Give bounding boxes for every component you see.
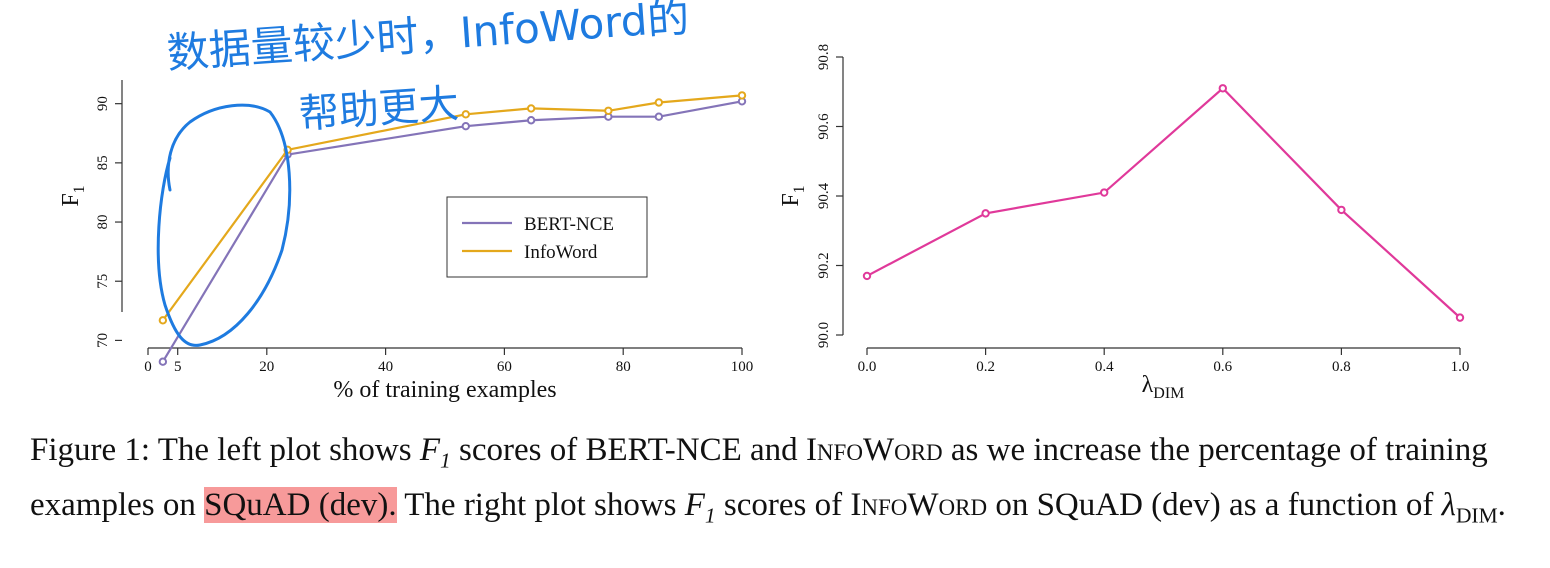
x-tick-label: 5 [174,359,182,375]
left-x-axis-label: % of training examples [333,377,556,403]
x-tick-label: 0.4 [1095,359,1114,375]
figure-caption: Figure 1: The left plot shows F1 scores … [30,428,1525,537]
caption-text: as we increase the percentage of trainin… [30,432,1488,523]
handwritten-annotation: 数据量较少时，InfoWord的 帮助更大 [156,0,691,347]
x-tick-label: 0.2 [976,359,995,375]
y-tick-label: 85 [95,155,111,170]
caption-text: on SQuAD (dev) as a function of [987,486,1442,523]
data-point [1218,84,1228,93]
annotation-text-line1: 数据量较少时，InfoWord的 [165,0,691,78]
y-tick-label: 90 [95,96,111,111]
right-y-axis-label: F1 [778,185,808,206]
caption-text: The right plot shows [396,486,685,523]
right-y-ticks: 90.0 90.2 90.4 90.6 90.8 [816,44,843,348]
data-point [1455,313,1465,322]
caption-math-f1: F1 [684,486,716,528]
x-tick-label: 40 [378,359,393,375]
caption-math-lambda: λDIM [1441,486,1498,528]
data-point [461,110,470,119]
data-point [654,112,664,121]
data-point [526,104,536,113]
x-tick-label: 100 [731,359,754,375]
caption-highlight: SQuAD (dev). [204,486,397,523]
left-y-axis-label: F1 [58,185,88,206]
svg-text:F1: F1 [778,185,808,206]
y-tick-label: 80 [95,215,111,230]
caption-text: scores of [715,486,851,523]
caption-text: . [1497,486,1506,523]
y-tick-label: 90.8 [816,44,832,70]
right-series [862,84,1465,322]
data-point [654,98,664,107]
y-tick-label: 75 [95,274,111,289]
data-point [158,316,168,325]
x-tick-label: 1.0 [1451,359,1470,375]
x-tick-label: 80 [616,359,631,375]
caption-math-f1: F1 [419,432,451,473]
x-tick-label: 0 [144,359,152,375]
annotation-circle [156,103,292,347]
x-tick-label: 0.0 [858,359,877,375]
legend-box [446,196,648,278]
legend-label-bert-nce: BERT-NCE [524,214,614,235]
data-point [526,116,536,125]
data-point [862,271,872,281]
figure-canvas: 0 5 20 40 60 80 100 70 75 80 85 90 % of training e… [58,0,1469,403]
legend-label-infoword: InfoWord [524,242,598,263]
y-tick-label: 90.6 [816,113,832,140]
data-point [1100,188,1109,197]
annotation-text-line2: 帮助更大 [297,81,460,138]
data-point [604,106,613,115]
data-point [158,357,168,366]
right-x-axis-label: λDIM [1142,372,1185,402]
x-tick-label: 0.8 [1332,359,1351,375]
y-tick-label: 90.2 [816,252,832,278]
y-tick-label: 90.4 [816,182,832,209]
y-tick-label: 90.0 [816,322,832,348]
left-y-ticks: 70 75 80 85 90 [95,96,122,348]
data-point [737,91,747,100]
right-x-ticks: 0.0 0.2 0.4 0.6 0.8 1.0 [858,348,1470,375]
y-tick-label: 70 [95,333,111,348]
svg-text:F1: F1 [58,185,88,206]
right-chart: 0.0 0.2 0.4 0.6 0.8 1.0 90.090.290.490.690.8 … [778,44,1469,402]
caption-infoword: InfoWord [805,432,943,468]
left-x-ticks: 0 5 20 40 60 80 100 [144,348,753,375]
legend: BERT-NCE InfoWord [446,196,648,278]
x-tick-label: 0.6 [1213,359,1232,375]
x-tick-label: 20 [259,359,274,375]
series-line-0 [866,86,1461,319]
data-point [981,209,990,218]
x-tick-label: 60 [497,359,512,375]
caption-text: Figure 1: The left plot shows [30,432,420,468]
caption-infoword: InfoWord [850,486,988,523]
data-point [1337,205,1346,215]
left-chart: 0 5 20 40 60 80 100 70 75 80 85 90 % of training e… [58,0,753,403]
data-point [461,121,470,131]
caption-text: scores of BERT-NCE and [450,432,806,468]
